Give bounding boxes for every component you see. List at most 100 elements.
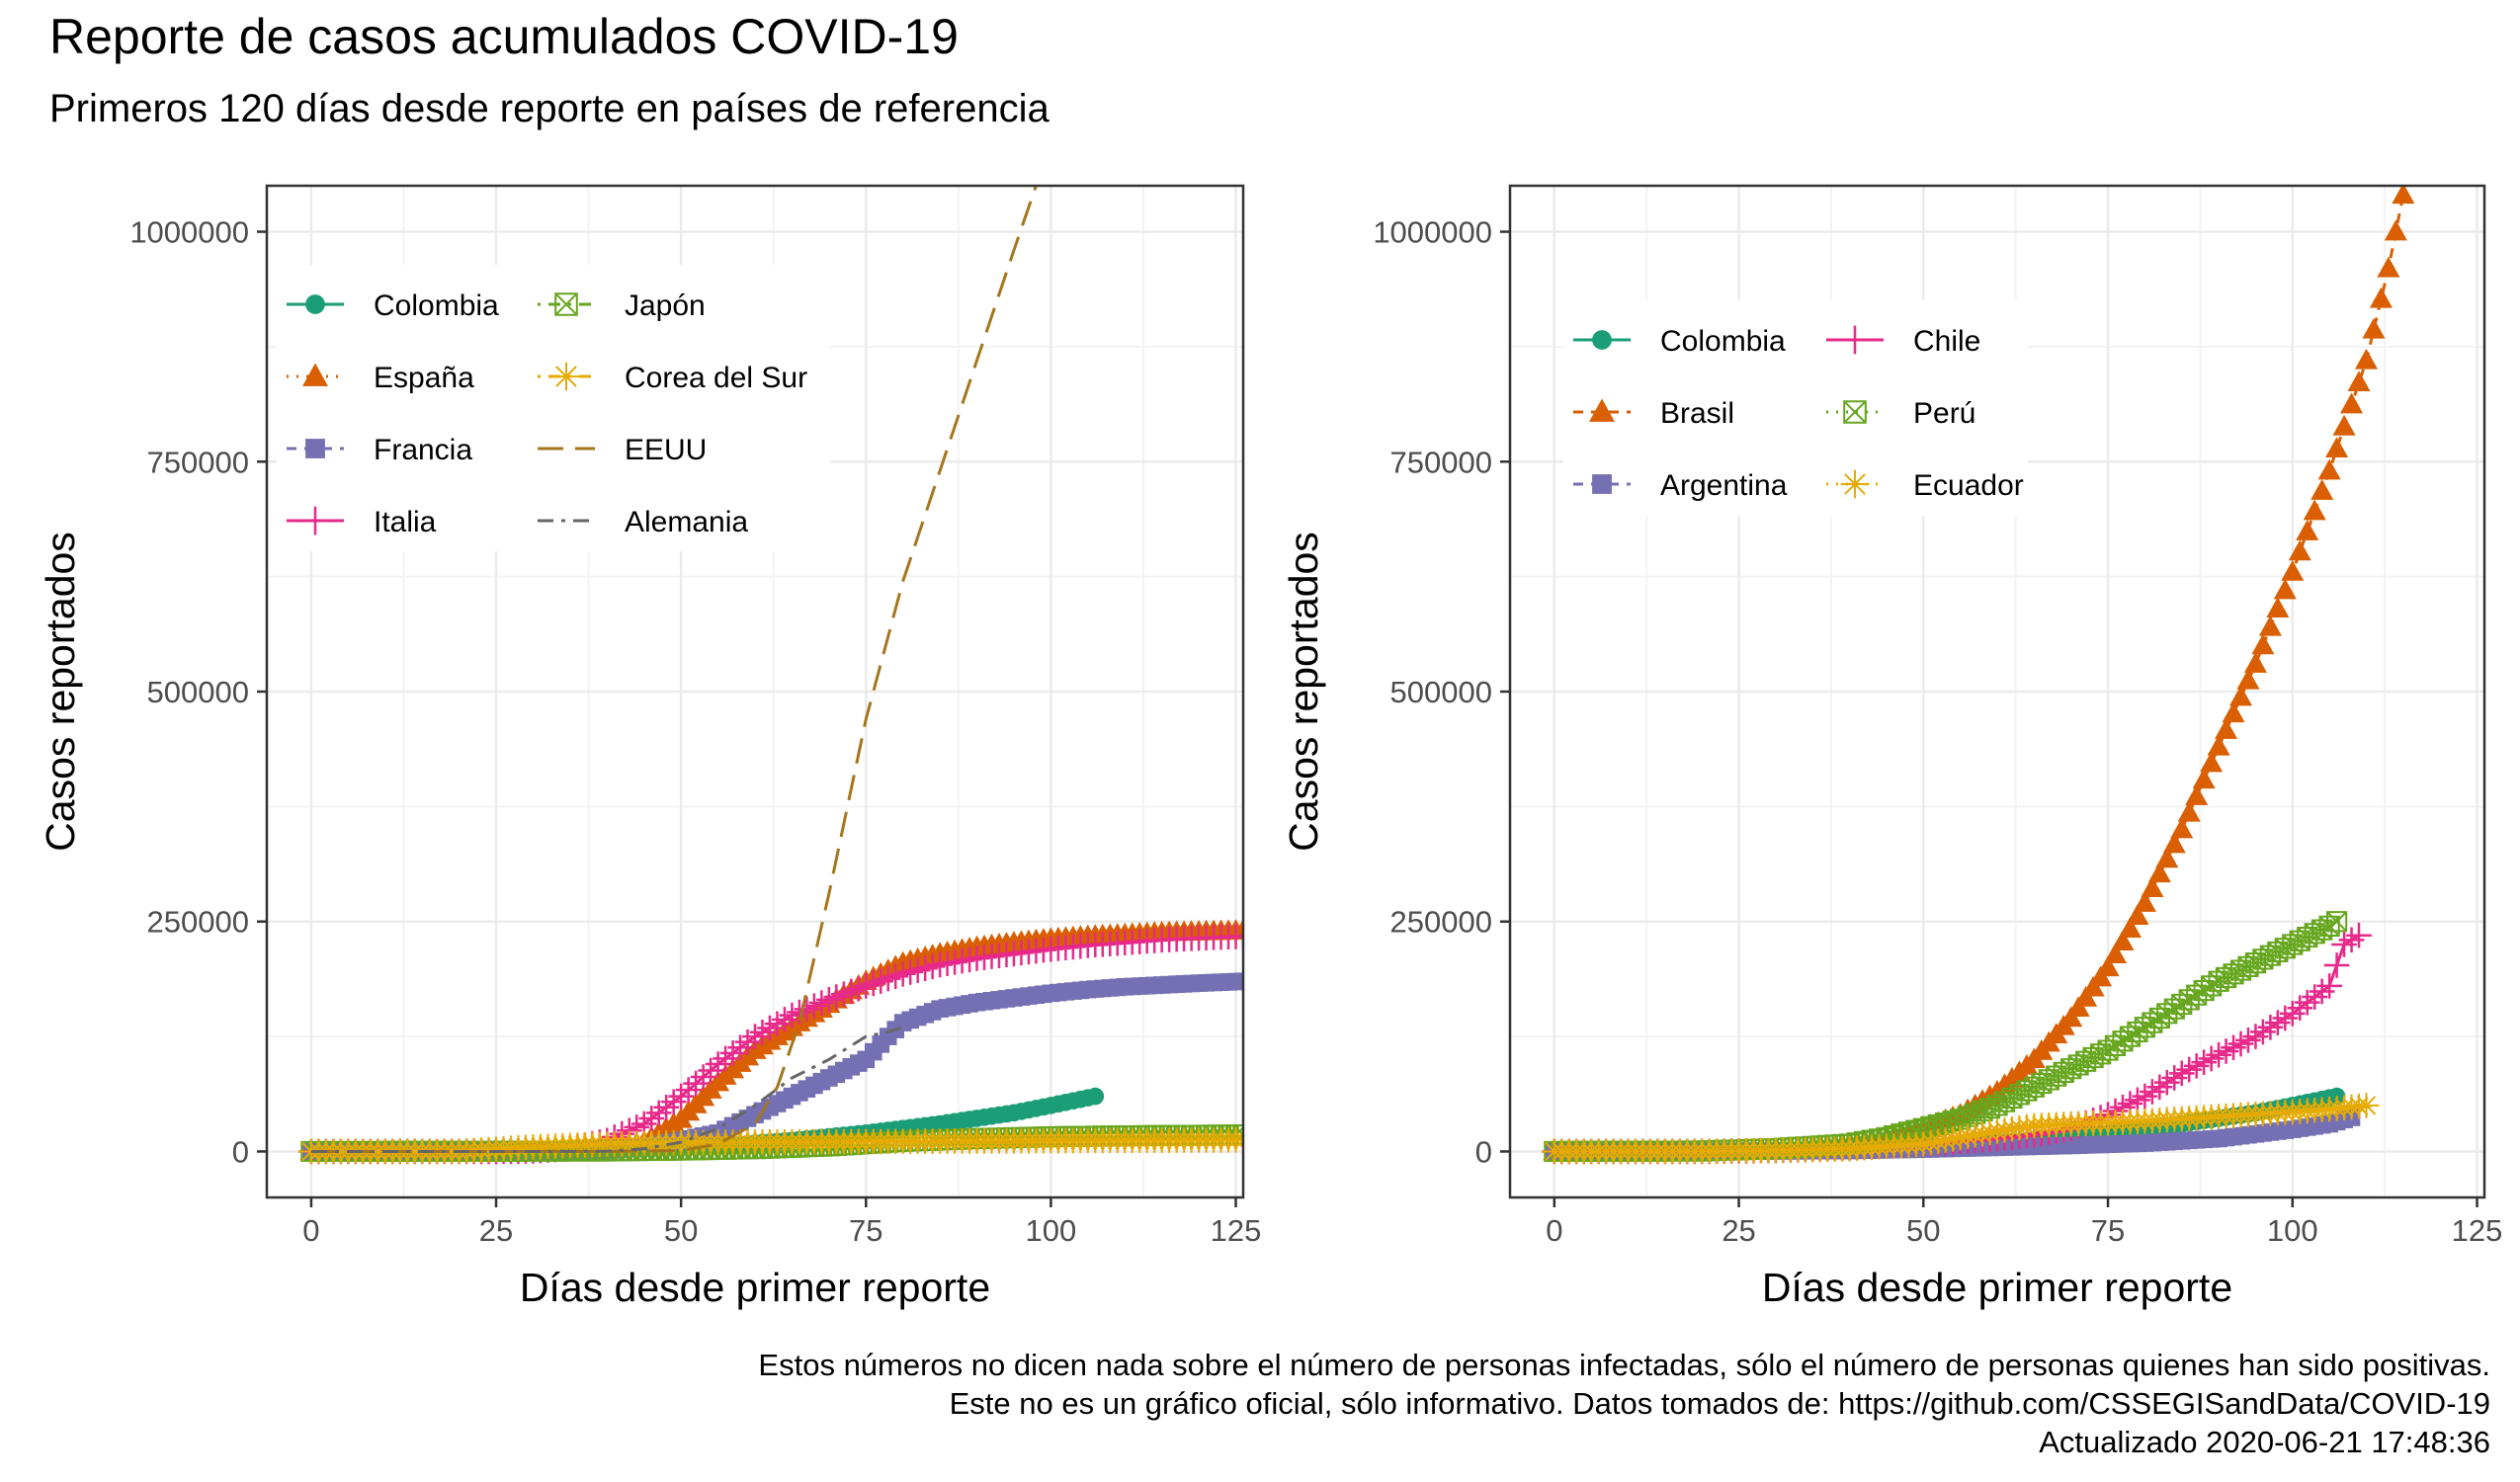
y-tick-label: 0 <box>232 1134 249 1169</box>
y-tick-label: 500000 <box>1390 675 1492 709</box>
data-point <box>1984 1118 2010 1144</box>
data-point <box>2273 578 2297 600</box>
legend-label: Francia <box>374 434 472 466</box>
legend-item-argentina: Argentina <box>1573 469 1788 502</box>
data-point <box>2215 718 2238 739</box>
caption-line-2: Este no es un gráfico oficial, sólo info… <box>949 1386 2490 1421</box>
legend-key-marker <box>1840 325 1870 355</box>
data-point <box>2133 891 2156 912</box>
x-tick-label: 125 <box>1211 1213 1262 1248</box>
legend-key-marker <box>1843 400 1867 424</box>
y-tick-label: 750000 <box>1390 445 1492 479</box>
legend-item-brasil: Brasil <box>1573 397 1734 430</box>
data-point <box>2228 685 2253 706</box>
legend-label: Japón <box>625 289 706 322</box>
series-line <box>310 186 1038 1153</box>
legend-key-marker <box>1840 469 1870 499</box>
data-point <box>2155 847 2179 868</box>
legend-item-italia: Italia <box>287 506 437 538</box>
data-point <box>2006 1114 2033 1141</box>
data-point <box>1999 1115 2025 1142</box>
data-point <box>2392 186 2415 205</box>
data-point <box>1955 1123 1980 1149</box>
legend-item-españa: España <box>287 362 474 394</box>
data-point <box>2384 219 2407 241</box>
x-axis-label: Días desde primer reporte <box>1762 1265 2232 1310</box>
caption-line-3: Actualizado 2020-06-21 17:48:36 <box>2039 1425 2490 1459</box>
data-point <box>1925 1128 1952 1155</box>
legend-background <box>1563 300 2028 516</box>
data-point <box>2266 597 2290 618</box>
x-axis-label: Días desde primer reporte <box>520 1265 990 1310</box>
data-point <box>2296 520 2319 540</box>
series-group <box>1542 186 2415 1165</box>
legend-item-alemania: Alemania <box>538 506 748 538</box>
chart-panel-1: 0 25 50 75 100 125 0 250000 500000 750000 1000000 D… <box>38 184 1262 1310</box>
legend-label: Ecuador <box>1913 469 2024 502</box>
legend-label: España <box>374 362 474 394</box>
legend-label: Argentina <box>1660 469 1788 502</box>
legend: Colombia Brasil Argentina Chile Perú Ecuador <box>1563 300 2028 516</box>
legend: Colombia España Francia Italia Japón Corea de… <box>277 265 830 551</box>
legend-label: Chile <box>1913 325 1980 358</box>
legend-item-colombia: Colombia <box>1573 325 1786 358</box>
data-point <box>1962 1122 1988 1148</box>
data-point <box>1970 1120 1995 1147</box>
data-point <box>2126 904 2149 925</box>
data-point <box>2243 652 2267 673</box>
data-point <box>2353 1093 2380 1118</box>
data-point <box>1230 923 1243 949</box>
legend-label: Perú <box>1913 397 1975 430</box>
legend-item-colombia: Colombia <box>287 289 499 322</box>
legend-key-marker <box>302 363 328 386</box>
data-point <box>2103 943 2128 964</box>
data-point <box>2347 370 2371 392</box>
x-tick-label: 100 <box>2267 1213 2318 1248</box>
data-point <box>2236 668 2260 690</box>
legend-key-marker <box>1592 330 1612 350</box>
legend-key-marker <box>300 506 330 535</box>
legend-item-francia: Francia <box>287 434 472 466</box>
x-tick-label: 25 <box>479 1213 513 1248</box>
data-point <box>2303 499 2326 521</box>
data-point <box>2326 911 2348 933</box>
legend-background <box>277 265 830 551</box>
y-tick-label: 0 <box>1475 1134 1492 1169</box>
data-point <box>1086 1087 1105 1106</box>
caption-line-1: Estos números no dicen nada sobre el núm… <box>758 1348 2490 1382</box>
data-point <box>2170 817 2194 839</box>
legend-label: Italia <box>374 506 437 538</box>
data-point <box>2325 437 2349 458</box>
caption: Estos números no dicen nada sobre el núm… <box>119 1346 2490 1461</box>
x-tick-label: 0 <box>1546 1213 1562 1248</box>
data-point <box>2222 701 2245 723</box>
x-tick-label: 125 <box>2452 1213 2503 1248</box>
data-point <box>1947 1124 1974 1151</box>
legend-key-marker <box>1589 398 1615 422</box>
data-point <box>2096 955 2120 977</box>
data-point <box>1932 1127 1959 1153</box>
data-point <box>2377 256 2400 278</box>
data-point <box>2258 615 2282 636</box>
legend-key-marker <box>554 292 578 316</box>
data-point <box>2111 930 2135 951</box>
legend-key-marker <box>551 362 581 391</box>
data-point <box>2147 862 2171 883</box>
series-ecuador <box>1542 1093 2380 1165</box>
data-point <box>1234 972 1243 991</box>
data-point <box>2177 800 2201 822</box>
data-point <box>2200 751 2224 773</box>
data-point <box>2207 734 2230 756</box>
data-point <box>2332 414 2356 436</box>
y-tick-label: 250000 <box>147 905 249 940</box>
data-point <box>1910 1131 1937 1157</box>
series-alemania <box>310 1026 904 1153</box>
legend-label: Alemania <box>625 506 748 538</box>
data-point <box>2323 952 2350 978</box>
x-tick-label: 25 <box>1722 1213 1755 1248</box>
legend-label: EEUU <box>625 434 707 466</box>
legend-item-chile: Chile <box>1826 325 1980 358</box>
y-tick-label: 1000000 <box>129 215 249 250</box>
data-point <box>2118 917 2142 938</box>
data-point <box>1976 1119 2003 1146</box>
